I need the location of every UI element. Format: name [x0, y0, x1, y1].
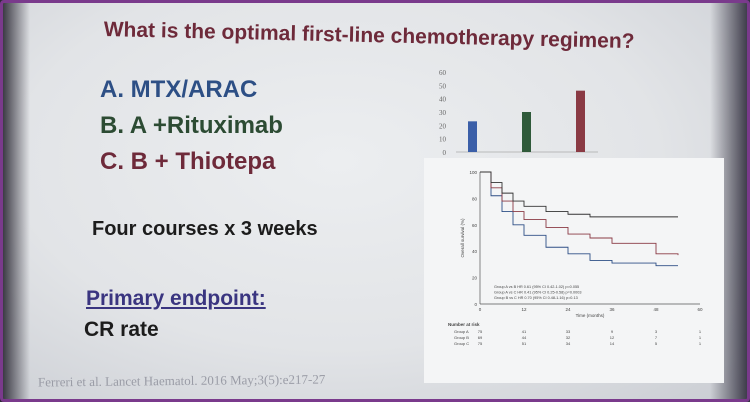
primary-endpoint-label: Primary endpoint:: [86, 287, 266, 310]
risk-cell: 5: [655, 341, 658, 346]
risk-row-label: Group A: [454, 329, 469, 334]
risk-cell: 34: [566, 341, 571, 346]
km-xtick-label: 36: [609, 307, 615, 312]
risk-cell: 1: [699, 341, 702, 346]
km-xtick-label: 48: [653, 307, 659, 312]
km-ytick-label: 100: [469, 170, 477, 175]
citation: Ferreri et al. Lancet Haematol. 2016 May…: [37, 371, 326, 390]
risk-cell: 41: [522, 329, 527, 334]
risk-cell: 14: [610, 341, 615, 346]
option-b: B. A +Rituximab: [100, 112, 283, 139]
km-xtick-label: 0: [479, 307, 482, 312]
km-ytick-label: 0: [474, 302, 477, 307]
bar-b: [522, 112, 531, 152]
km-legend-text: Group A vs C HR 0.41 (95% CI 0.25-0.58) …: [494, 291, 581, 295]
bar-ytick-label: 20: [439, 122, 447, 130]
risk-cell: 7: [655, 335, 658, 340]
risk-cell: 3: [655, 329, 658, 334]
bar-ytick-label: 40: [439, 96, 447, 104]
risk-row-label: Group B: [454, 335, 469, 340]
bar-ytick-label: 30: [439, 109, 447, 117]
risk-cell: 12: [610, 335, 615, 340]
bar-c: [576, 90, 585, 152]
km-xlabel: Time (months): [576, 313, 605, 318]
left-dark-edge: [0, 0, 30, 402]
bar-chart: 0102030405060ABC: [439, 69, 598, 165]
risk-cell: 51: [522, 341, 527, 346]
km-xtick-label: 60: [697, 307, 703, 312]
bar-a: [468, 121, 477, 152]
risk-cell: 32: [566, 335, 571, 340]
km-ytick-label: 20: [472, 276, 478, 281]
km-xtick-label: 12: [521, 307, 527, 312]
km-legend-text: Group B vs C HR 0.70 (95% CI 0.48-1.16) …: [494, 296, 578, 300]
risk-row-label: Group C: [454, 341, 469, 346]
km-series-group-a: [480, 171, 678, 267]
survival-chart: 0 20 40 60 80 100 0 12 24 36 48 60 Overall survival …: [448, 170, 703, 346]
km-ytick-label: 60: [472, 223, 478, 228]
risk-cell: 75: [478, 329, 483, 334]
risk-table-title: Number at risk: [448, 322, 480, 327]
km-series-group-c: [480, 171, 678, 218]
bar-ytick-label: 50: [439, 82, 447, 90]
cr-rate-text: CR rate: [84, 318, 159, 341]
risk-cell: 44: [522, 335, 527, 340]
survival-chart-panel: 0 20 40 60 80 100 0 12 24 36 48 60 Overall survival …: [424, 158, 724, 383]
km-ylabel: Overall survival (%): [460, 218, 465, 258]
km-ytick-label: 40: [472, 249, 478, 254]
courses-text: Four courses x 3 weeks: [92, 218, 318, 240]
km-series-group-b: [480, 171, 679, 256]
km-xtick-label: 24: [565, 307, 571, 312]
option-c: C. B + Thiotepa: [100, 148, 276, 175]
bar-ytick-label: 10: [439, 136, 447, 144]
km-legend-text: Group A vs B HR 0.61 (95% CI 0.42-1.02) …: [494, 285, 579, 289]
risk-cell: 1: [699, 329, 702, 334]
risk-cell: 69: [478, 335, 483, 340]
risk-cell: 9: [611, 329, 614, 334]
risk-cell: 75: [478, 341, 483, 346]
option-a: A. MTX/ARAC: [100, 76, 258, 103]
bar-ytick-label: 0: [443, 149, 447, 157]
risk-cell: 1: [699, 335, 702, 340]
bar-ytick-label: 60: [439, 69, 447, 77]
risk-cell: 33: [566, 329, 571, 334]
km-ytick-label: 80: [472, 196, 478, 201]
